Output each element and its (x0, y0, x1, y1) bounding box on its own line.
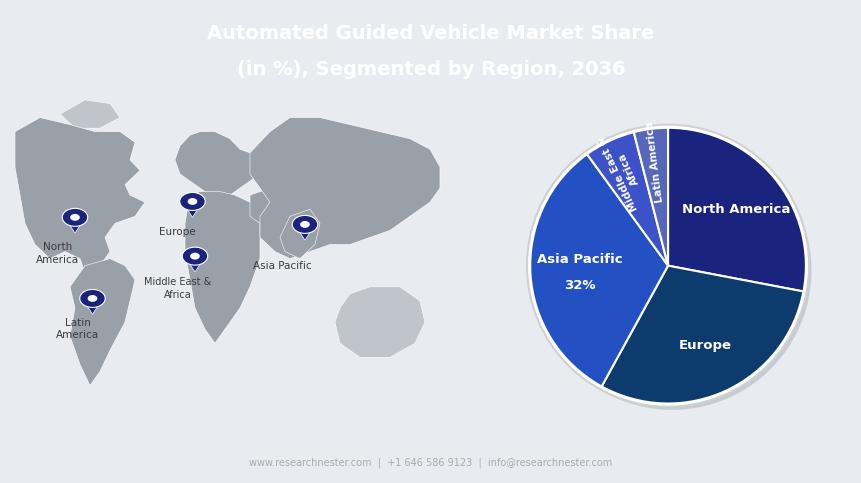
Polygon shape (83, 299, 102, 314)
Text: Europe: Europe (678, 339, 731, 352)
Wedge shape (601, 266, 802, 403)
Text: Asia Pacific: Asia Pacific (253, 261, 312, 270)
Polygon shape (70, 214, 80, 221)
Text: North America: North America (681, 203, 790, 216)
Polygon shape (335, 287, 424, 357)
Text: Automated Guided Vehicle Market Share: Automated Guided Vehicle Market Share (208, 25, 653, 43)
Polygon shape (185, 192, 260, 343)
Circle shape (526, 125, 808, 407)
Polygon shape (280, 209, 319, 258)
Polygon shape (532, 131, 810, 410)
Polygon shape (188, 198, 197, 205)
Text: (in %), Segmented by Region, 2036: (in %), Segmented by Region, 2036 (237, 60, 624, 79)
Polygon shape (250, 188, 285, 230)
Polygon shape (190, 253, 200, 259)
Wedge shape (633, 128, 667, 266)
Text: 32%: 32% (564, 279, 595, 292)
Polygon shape (180, 193, 205, 211)
Text: Middle East &
Africa: Middle East & Africa (596, 130, 650, 213)
Polygon shape (15, 117, 145, 273)
Text: Middle East &
Africa: Middle East & Africa (144, 277, 211, 300)
Text: Latin America: Latin America (644, 121, 665, 203)
Polygon shape (60, 100, 120, 128)
Text: Latin
America: Latin America (56, 318, 99, 341)
Wedge shape (586, 132, 667, 266)
Wedge shape (530, 154, 667, 386)
Polygon shape (80, 289, 105, 307)
Polygon shape (65, 218, 84, 233)
Polygon shape (175, 132, 260, 202)
Polygon shape (62, 208, 88, 227)
Text: North
America: North America (36, 242, 79, 265)
Wedge shape (667, 128, 805, 291)
Polygon shape (88, 295, 97, 302)
Polygon shape (292, 215, 318, 233)
Polygon shape (182, 247, 208, 265)
Polygon shape (250, 117, 439, 258)
Polygon shape (300, 221, 309, 228)
Polygon shape (295, 225, 314, 240)
Polygon shape (183, 202, 201, 217)
Text: Europe: Europe (159, 227, 195, 237)
Polygon shape (70, 258, 135, 385)
Text: Asia Pacific: Asia Pacific (536, 254, 623, 267)
Text: www.researchnester.com  |  +1 646 586 9123  |  info@researchnester.com: www.researchnester.com | +1 646 586 9123… (249, 457, 612, 468)
Polygon shape (185, 257, 204, 272)
